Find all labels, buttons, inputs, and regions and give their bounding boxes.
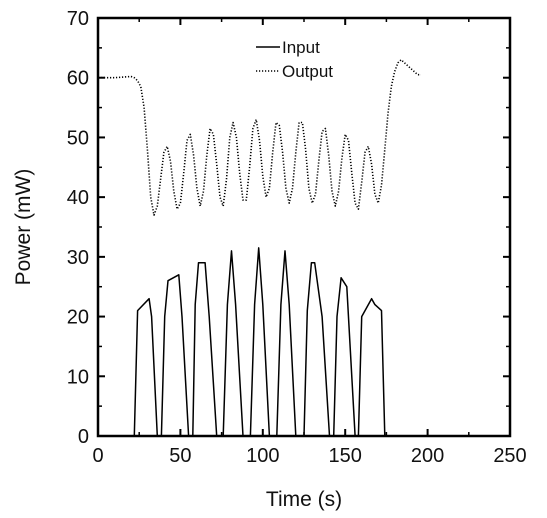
y-tick-label: 0 <box>78 426 89 448</box>
x-axis-title: Time (s) <box>266 488 342 511</box>
x-tick-label: 50 <box>169 445 191 467</box>
y-tick-label: 50 <box>67 127 89 149</box>
legend-label-input: Input <box>282 38 320 57</box>
x-tick-label: 100 <box>246 445 279 467</box>
y-tick-label: 60 <box>67 68 89 90</box>
y-axis-title: Power (mW) <box>12 169 35 286</box>
series-line-input <box>98 247 420 437</box>
tick-labels-layer: 0 50 100 150 200 250 0 10 20 30 40 50 60 70 <box>67 8 527 467</box>
x-tick-label: 150 <box>329 445 362 467</box>
plot-frame <box>96 16 512 438</box>
y-tick-label: 40 <box>67 187 89 209</box>
legend-label-output: Output <box>282 62 333 81</box>
y-tick-label: 20 <box>67 307 89 329</box>
series-layer <box>98 58 421 437</box>
y-tick-label: 30 <box>67 247 89 269</box>
x-tick-label: 200 <box>411 445 444 467</box>
y-tick-label: 70 <box>67 8 89 30</box>
series-line-output <box>98 58 421 216</box>
legend: Input Output <box>256 38 333 81</box>
x-tick-label: 250 <box>493 445 526 467</box>
y-tick-label: 10 <box>67 366 89 388</box>
x-tick-label: 0 <box>92 445 103 467</box>
